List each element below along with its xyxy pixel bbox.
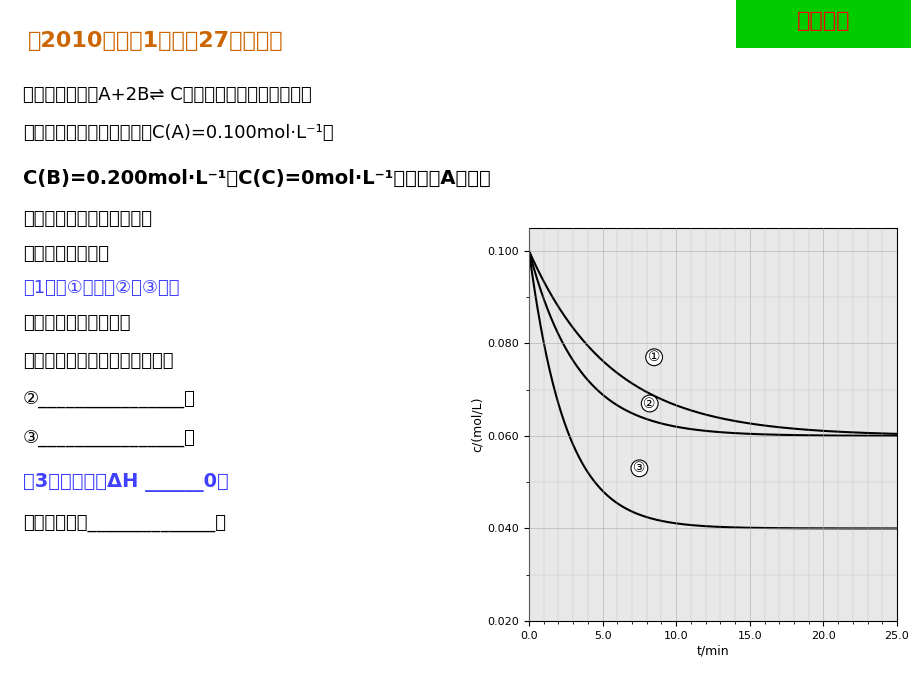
Text: （1）与①比较，②和③分别: （1）与①比较，②和③分别: [23, 279, 179, 297]
Text: 仅改变一种反应条件。: 仅改变一种反应条件。: [23, 314, 130, 332]
Text: （3）该反应的ΔH ______0，: （3）该反应的ΔH ______0，: [23, 473, 229, 492]
Text: 判断其理由是______________；: 判断其理由是______________；: [23, 514, 226, 532]
Text: 在溶液中，反应A+2B⇌ C分别在三种不同实验条件下: 在溶液中，反应A+2B⇌ C分别在三种不同实验条件下: [23, 86, 312, 104]
Text: ①: ①: [647, 351, 660, 364]
Text: （2010年全国1高考、27题部分）: （2010年全国1高考、27题部分）: [28, 31, 283, 51]
Text: ②: ②: [642, 397, 655, 411]
X-axis label: t/min: t/min: [696, 645, 729, 658]
Y-axis label: c/(mol/L): c/(mol/L): [470, 397, 482, 452]
Text: C(B)=0.200mol·L⁻¹及C(C)=0mol·L⁻¹。反应物A的浓度: C(B)=0.200mol·L⁻¹及C(C)=0mol·L⁻¹。反应物A的浓度: [23, 169, 490, 188]
Text: 随时间的变化如下图所示。: 随时间的变化如下图所示。: [23, 210, 152, 228]
Text: ②________________；: ②________________；: [23, 390, 196, 408]
Text: 请回答下列问题：: 请回答下列问题：: [23, 245, 108, 263]
Text: 所改变的条件和判断的理由是：: 所改变的条件和判断的理由是：: [23, 352, 174, 370]
Text: 走近高考: 走近高考: [796, 11, 849, 30]
Text: ③________________；: ③________________；: [23, 429, 196, 447]
Text: 进行，它们的起始浓度均为C(A)=0.100mol·L⁻¹、: 进行，它们的起始浓度均为C(A)=0.100mol·L⁻¹、: [23, 124, 334, 142]
FancyBboxPatch shape: [735, 0, 910, 48]
Text: ③: ③: [632, 462, 645, 475]
